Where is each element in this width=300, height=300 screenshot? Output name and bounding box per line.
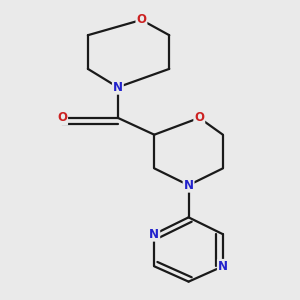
Text: O: O bbox=[136, 14, 146, 26]
Text: O: O bbox=[194, 111, 204, 124]
Text: N: N bbox=[184, 179, 194, 192]
Text: N: N bbox=[149, 228, 159, 241]
Text: N: N bbox=[113, 81, 123, 94]
Text: N: N bbox=[218, 260, 228, 273]
Text: O: O bbox=[57, 111, 67, 124]
